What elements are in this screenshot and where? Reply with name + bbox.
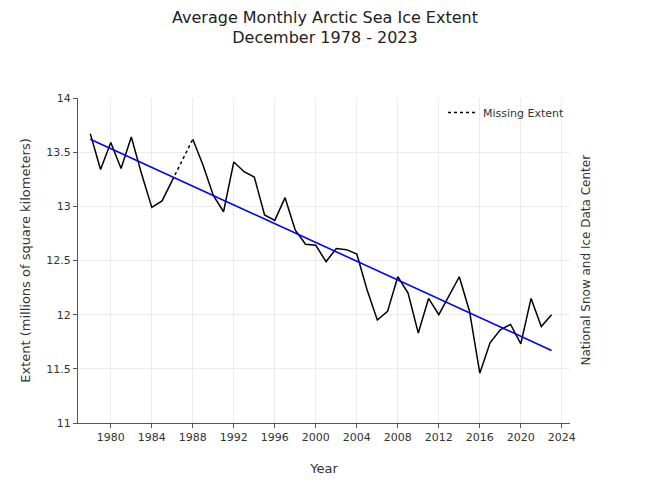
- svg-text:14: 14: [57, 92, 71, 105]
- svg-text:12: 12: [57, 309, 71, 322]
- svg-text:11.5: 11.5: [46, 363, 71, 376]
- svg-text:1992: 1992: [220, 431, 248, 444]
- svg-text:2004: 2004: [343, 431, 371, 444]
- svg-text:2020: 2020: [507, 431, 535, 444]
- svg-text:2024: 2024: [548, 431, 576, 444]
- svg-text:13: 13: [57, 200, 71, 213]
- svg-text:Average Monthly Arctic Sea Ice: Average Monthly Arctic Sea Ice ExtentDec…: [172, 8, 478, 48]
- svg-text:2000: 2000: [302, 431, 330, 444]
- svg-text:1984: 1984: [138, 431, 166, 444]
- svg-text:Extent (millions of square kil: Extent (millions of square kilometers): [18, 138, 33, 383]
- svg-text:11: 11: [57, 417, 71, 430]
- svg-text:2008: 2008: [384, 431, 412, 444]
- svg-text:National Snow and Ice Data Cen: National Snow and Ice Data Center: [579, 155, 593, 366]
- svg-text:12.5: 12.5: [46, 254, 71, 267]
- svg-text:1996: 1996: [261, 431, 289, 444]
- svg-text:1980: 1980: [97, 431, 125, 444]
- svg-text:13.5: 13.5: [46, 146, 71, 159]
- svg-text:Missing Extent: Missing Extent: [483, 107, 564, 120]
- svg-text:Year: Year: [309, 461, 338, 476]
- svg-text:2012: 2012: [425, 431, 453, 444]
- svg-text:2016: 2016: [466, 431, 494, 444]
- svg-text:1988: 1988: [179, 431, 207, 444]
